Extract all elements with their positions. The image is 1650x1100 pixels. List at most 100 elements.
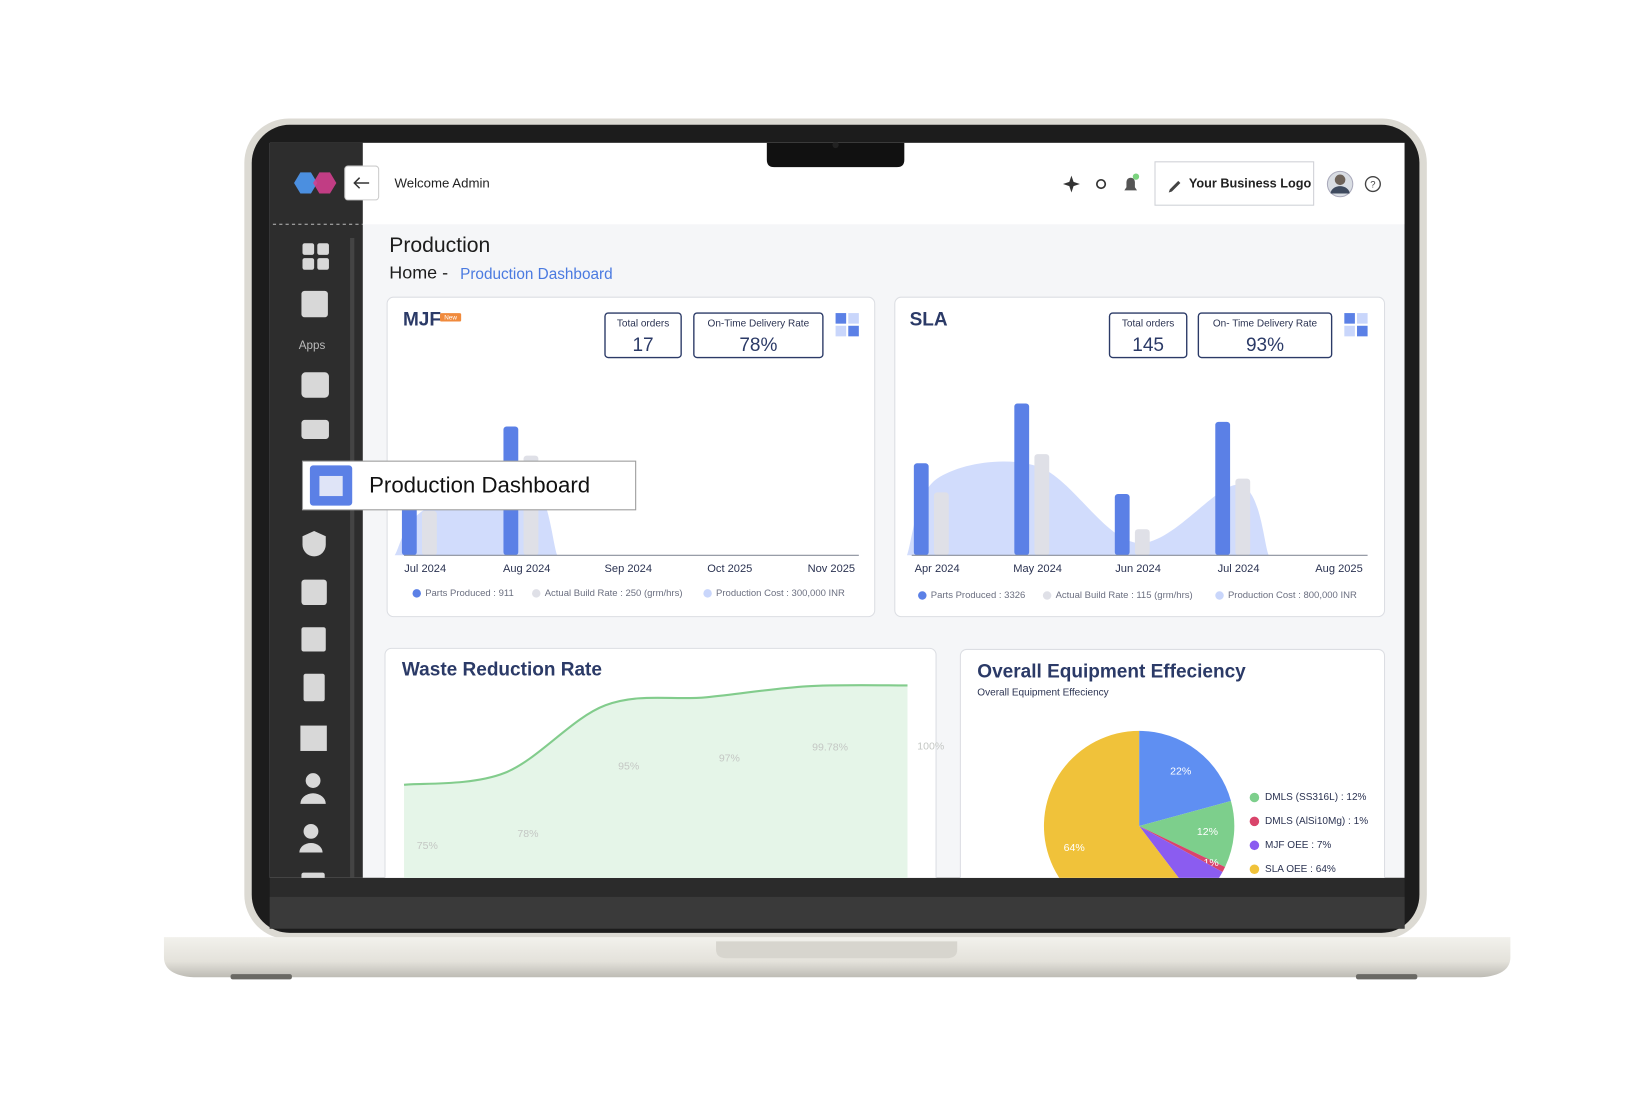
legend-marker <box>1249 840 1260 851</box>
legend-label: Production Cost : 800,000 INR <box>1228 590 1357 601</box>
logo-button-label[interactable]: Your Business Logo <box>1189 176 1312 190</box>
nav-user[interactable] <box>305 773 321 788</box>
legend-label: Parts Produced : 3326 <box>931 590 1026 601</box>
value-label: 95% <box>618 760 640 772</box>
avatar-head <box>1334 174 1346 186</box>
nav-dashboard[interactable] <box>302 243 315 255</box>
kpi-label: Total orders <box>1122 318 1174 329</box>
nav-documents[interactable] <box>303 673 325 702</box>
logo-hex <box>294 172 318 194</box>
screen: Welcome Admin Your Business Logo ? Produ… <box>269 142 1405 881</box>
nav-quality[interactable] <box>302 530 326 557</box>
legend-marker <box>1042 591 1052 600</box>
area <box>906 461 1269 556</box>
legend-marker <box>412 589 421 598</box>
help-icon[interactable] <box>1364 175 1381 193</box>
layout-icon <box>835 325 847 337</box>
kpi-label: Total orders <box>617 318 669 329</box>
pie-label: 22% <box>1170 765 1192 777</box>
layout-icon <box>848 313 859 324</box>
charts: MJF New Total orders 17 On-Time Delivery Rat… <box>384 296 1386 878</box>
new-badge-label: New <box>444 315 457 322</box>
pie-slice <box>1139 730 1231 827</box>
bar <box>1034 454 1050 556</box>
layout-icon <box>1357 325 1368 337</box>
tooltip <box>301 460 637 511</box>
nav-dashboard <box>317 243 329 255</box>
hinge <box>269 896 1405 929</box>
kpi-value: 93% <box>1246 335 1284 356</box>
bar <box>913 463 929 556</box>
nav-chip[interactable] <box>301 627 326 652</box>
avatar-body <box>1330 186 1350 194</box>
x-tick-label: Sep 2024 <box>605 563 653 575</box>
notification-dot <box>1132 173 1140 180</box>
legend-marker <box>1249 864 1260 874</box>
bar <box>1215 421 1231 556</box>
legend-marker <box>1249 816 1260 827</box>
chart-title: SLA <box>910 310 948 331</box>
kpi-box <box>1197 312 1333 359</box>
nav-dashboard <box>302 258 315 270</box>
nav-bank[interactable] <box>300 725 327 751</box>
chart-title: Waste Reduction Rate <box>402 660 602 681</box>
x-tick-label: Apr 2024 <box>915 563 960 575</box>
pie-slice <box>1139 826 1223 878</box>
nav-reports[interactable] <box>301 290 328 318</box>
trackpad-notch <box>716 941 958 959</box>
nav-more[interactable] <box>301 872 325 881</box>
edit-icon <box>1168 180 1181 193</box>
nav-user-body <box>300 793 326 804</box>
legend-label: Parts Produced : 911 <box>425 588 514 599</box>
kpi-label: On- Time Delivery Rate <box>1213 318 1318 329</box>
laptop-foot <box>230 974 292 980</box>
theme-icon[interactable] <box>1095 178 1107 190</box>
layout-icon <box>835 313 847 324</box>
sparkle-icon[interactable] <box>1062 175 1080 193</box>
back-arrow <box>353 177 370 189</box>
kpi-value: 17 <box>632 335 653 356</box>
bar <box>1014 403 1030 556</box>
bar <box>933 492 949 556</box>
legend-marker <box>703 589 712 598</box>
chart-subtitle: Overall Equipment Effeciency <box>977 687 1108 698</box>
line <box>403 684 908 786</box>
apps-label: Apps <box>299 339 326 352</box>
nav-delivery[interactable] <box>301 419 329 439</box>
nav-user-edit[interactable] <box>303 823 319 839</box>
layout-icon <box>1344 325 1355 337</box>
legend-marker <box>1249 792 1260 803</box>
x-tick-label: Jul 2024 <box>1218 563 1260 575</box>
logo-button[interactable] <box>1154 161 1315 206</box>
sidebar-icons <box>299 243 329 881</box>
pie-slice <box>1043 730 1179 878</box>
x-tick-label: Aug 2024 <box>503 563 551 575</box>
chart-title: MJF <box>403 310 441 331</box>
area <box>404 685 908 878</box>
nav-printer[interactable] <box>301 372 329 398</box>
layout-icon <box>1344 313 1355 324</box>
x-tick-label: Aug 2025 <box>1315 563 1363 575</box>
legend-label: MJF OEE : 7% <box>1265 840 1331 851</box>
x-tick-label: Nov 2025 <box>808 563 856 575</box>
x-tick-label: Oct 2025 <box>707 563 752 575</box>
breadcrumb-current[interactable]: Production Dashboard <box>460 266 613 283</box>
nav-user-edit-body <box>299 842 323 853</box>
tooltip-text: Production Dashboard <box>369 472 590 497</box>
kpi-value: 78% <box>739 335 777 356</box>
tooltip-icon-inner <box>319 475 343 497</box>
notification-icon[interactable] <box>1124 177 1138 191</box>
breadcrumb-home[interactable]: Home - <box>389 263 448 283</box>
value-label: 99.78% <box>812 741 848 753</box>
legend-marker <box>1215 591 1224 600</box>
bar <box>1235 478 1251 556</box>
kpi-box <box>604 312 682 359</box>
page-title: Production <box>389 234 490 257</box>
pie-slice <box>1139 800 1235 867</box>
welcome-text: Welcome Admin <box>395 176 490 191</box>
nav-edit[interactable] <box>301 579 327 605</box>
legend-label: DMLS (SS316L) : 12% <box>1265 792 1367 803</box>
pie-label: 12% <box>1197 826 1219 838</box>
